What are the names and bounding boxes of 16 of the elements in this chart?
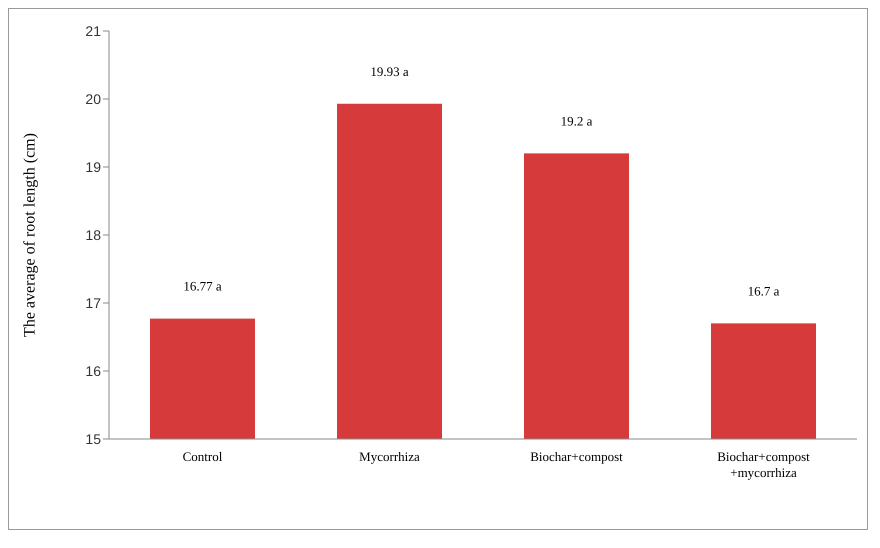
y-tick-label: 18 <box>85 226 102 243</box>
y-axis-title: The average of root length (cm) <box>22 133 39 337</box>
y-tick-label: 20 <box>85 90 102 107</box>
data-label: 16.7 a <box>748 283 780 298</box>
y-tick-label: 17 <box>85 294 102 311</box>
y-tick-label: 19 <box>85 158 102 175</box>
y-tick-label: 15 <box>85 430 102 447</box>
y-tick-label: 21 <box>85 22 102 39</box>
y-tick-label: 16 <box>85 362 102 379</box>
x-tick-label: Biochar+compost <box>530 449 624 464</box>
data-label: 16.77 a <box>183 278 222 294</box>
data-label: 19.93 a <box>370 64 409 79</box>
x-tick-label: Biochar+compost +mycorrhiza <box>717 449 810 480</box>
x-tick-label: Mycorrhiza <box>359 449 420 464</box>
x-tick-label: Control <box>182 449 223 464</box>
data-label: 19.2 a <box>560 113 593 128</box>
